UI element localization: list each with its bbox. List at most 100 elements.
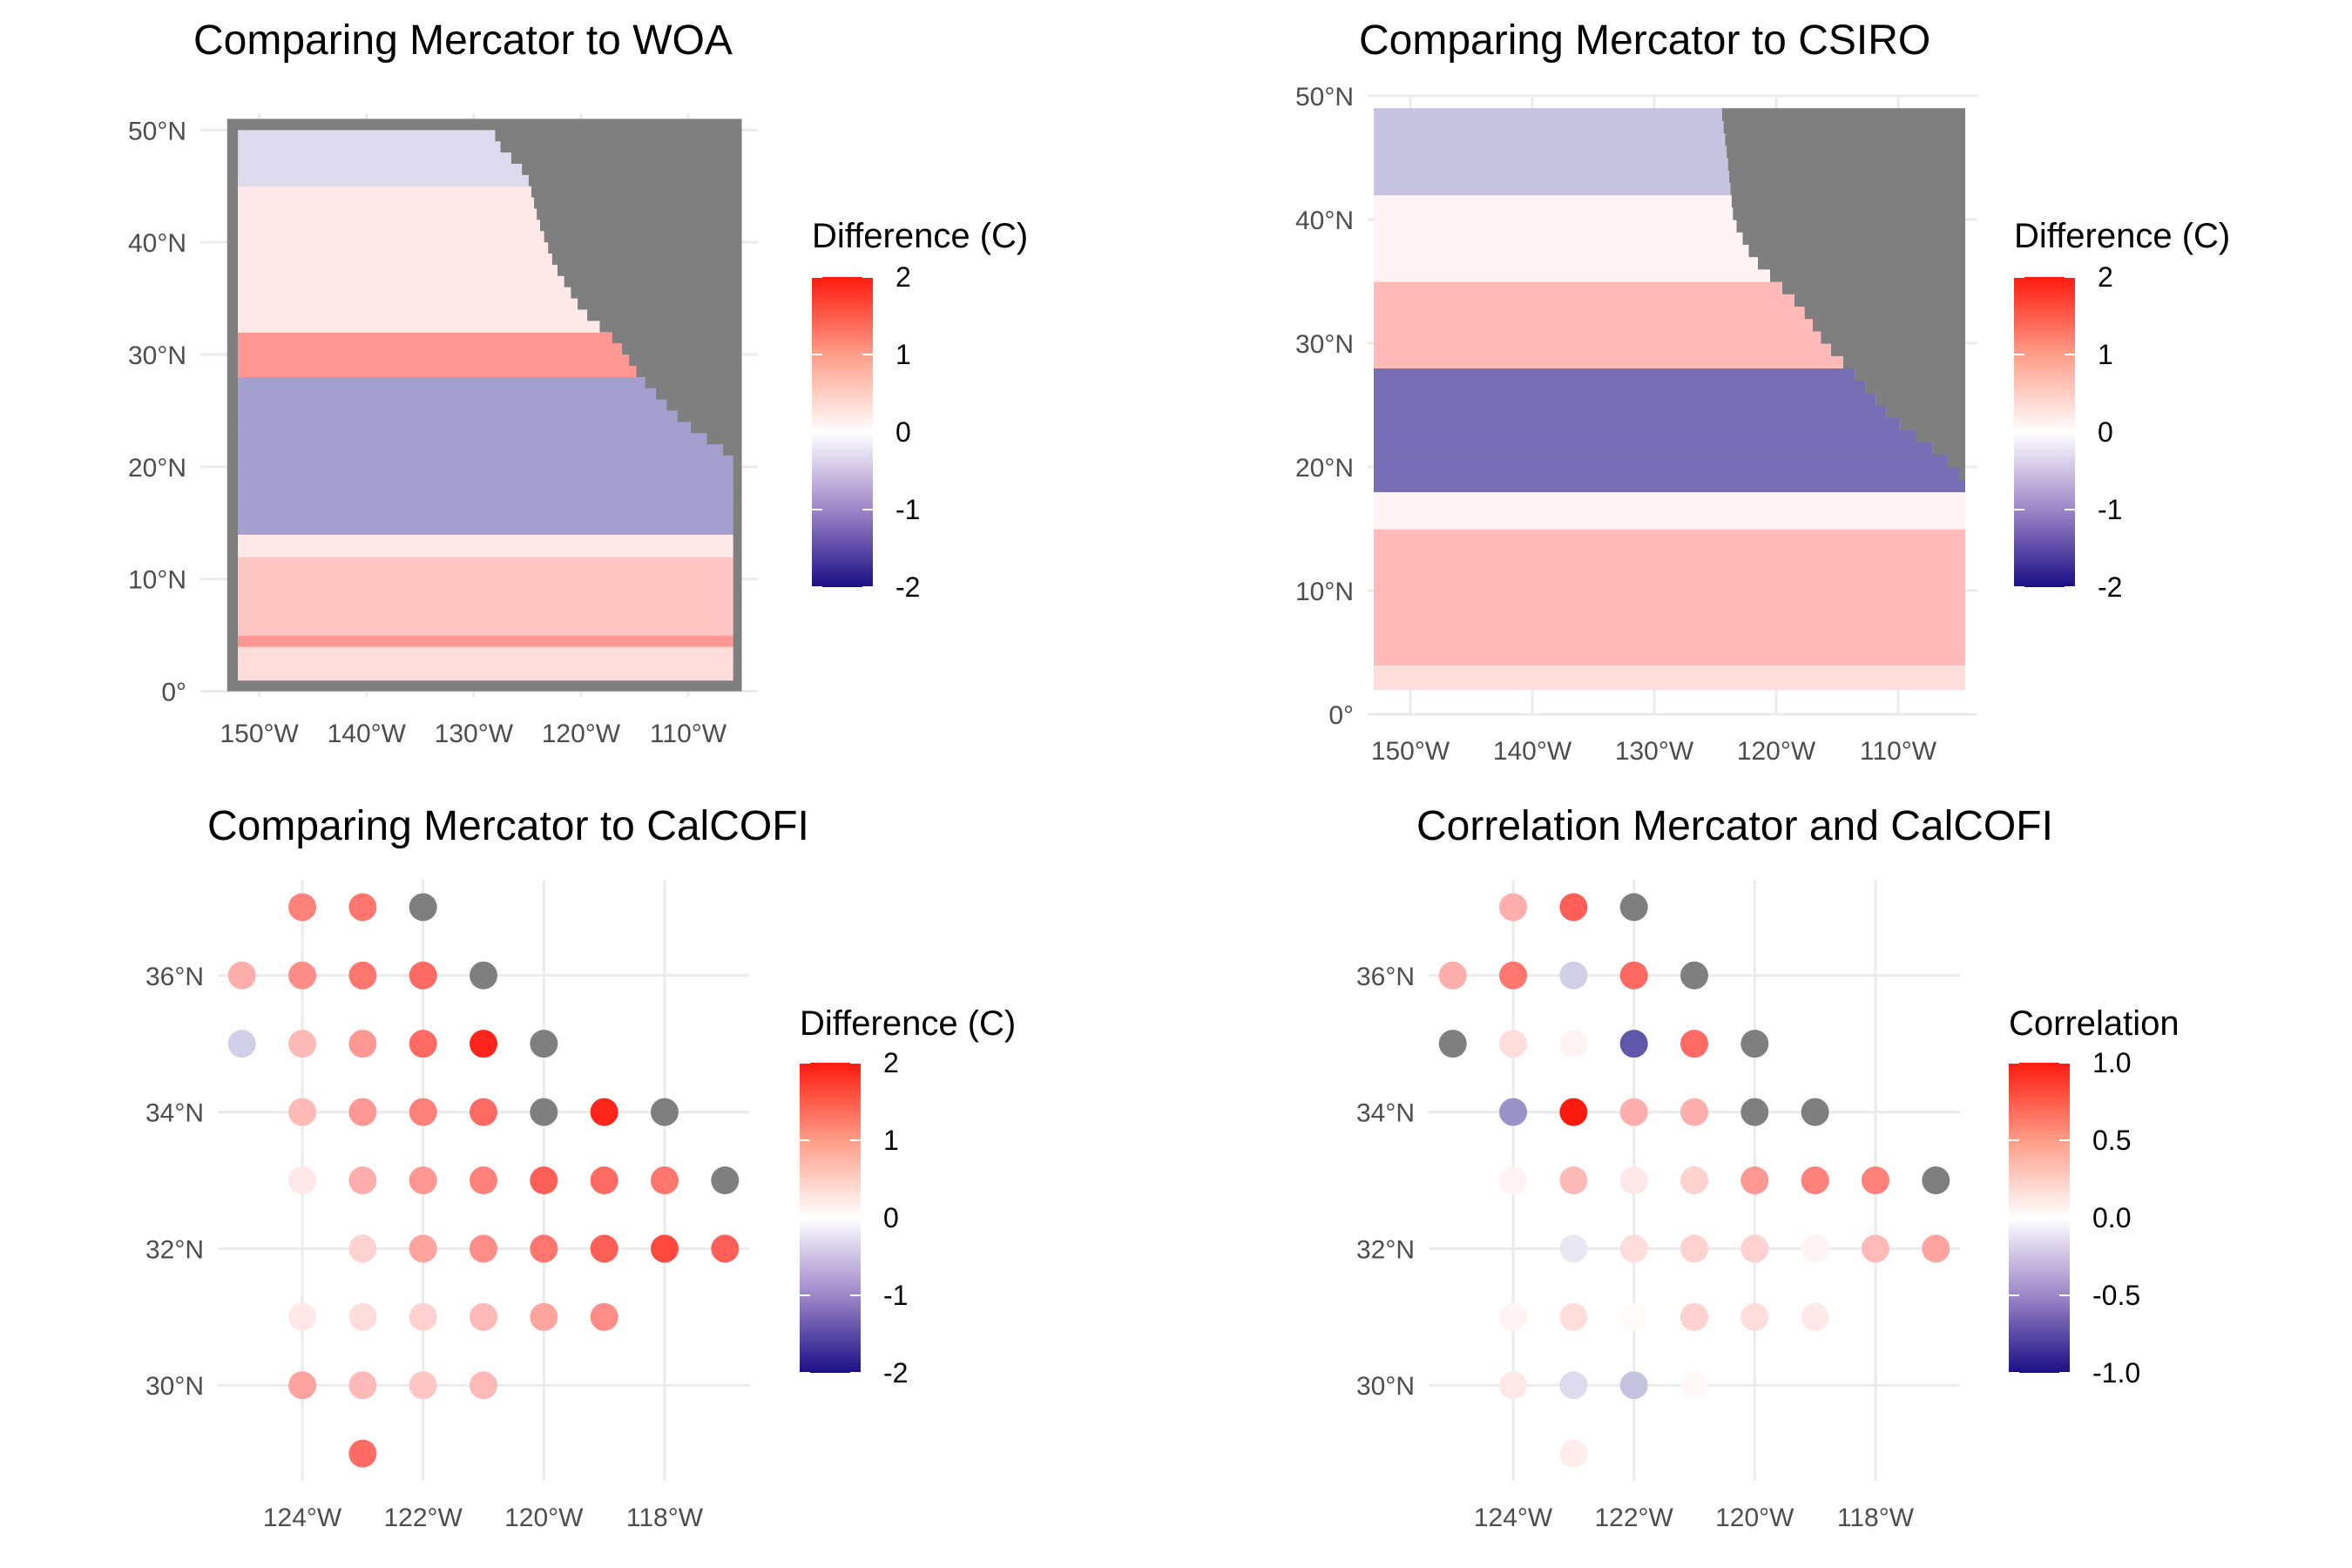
legend-tick-label: 0 <box>896 416 911 448</box>
station-point <box>530 1030 558 1058</box>
land-cell <box>1855 368 1965 382</box>
station-point <box>1559 961 1588 990</box>
station-point <box>1619 1371 1648 1400</box>
y-tick-label: 30°N <box>1295 330 1354 359</box>
land-cell <box>1932 442 1965 456</box>
heat-band <box>238 298 578 311</box>
heat-band <box>1374 639 1965 653</box>
y-tick-label: 40°N <box>128 229 186 258</box>
heat-band <box>238 163 523 176</box>
x-tick-labels: 124°W 122°W 120°W 118°W <box>1474 1504 1915 1532</box>
land-cell <box>1770 268 1965 282</box>
heat-band <box>1374 268 1770 282</box>
x-tick-label: 140°W <box>328 720 407 748</box>
station-point <box>409 893 437 922</box>
station-point <box>1801 1166 1829 1194</box>
panel-woa: Comparing Mercator to WOA 150°W 140°W 130°… <box>128 17 1028 748</box>
station-point <box>288 1098 317 1126</box>
station-point <box>409 961 437 990</box>
panel-title: Comparing Mercator to WOA <box>193 17 733 64</box>
land-cell <box>1900 417 1965 430</box>
legend-tick-label: -2 <box>896 571 920 603</box>
heat-band <box>238 197 535 210</box>
x-tick-label: 150°W <box>220 720 300 748</box>
station-point <box>1740 1098 1769 1126</box>
station-point <box>590 1302 618 1331</box>
heat-band <box>238 422 692 434</box>
legend-tick-label: 2 <box>883 1047 899 1078</box>
heat-band <box>238 231 544 243</box>
heat-band <box>1374 232 1743 245</box>
panel-title: Comparing Mercator to CSIRO <box>1359 17 1930 64</box>
station-point <box>348 1098 377 1126</box>
station-point <box>348 1166 377 1194</box>
land-cell <box>1727 158 1965 171</box>
station-point <box>348 1371 377 1400</box>
heat-band <box>238 242 549 254</box>
station-point <box>227 1030 256 1058</box>
heat-band <box>238 264 558 277</box>
legend-tick-label: 2 <box>2098 261 2113 293</box>
heat-band <box>1374 529 1965 542</box>
station-point <box>1499 893 1528 922</box>
station-point <box>470 1098 497 1126</box>
station-point <box>1559 1166 1588 1194</box>
station-point <box>711 1234 740 1263</box>
legend-tick-label: 0.0 <box>2092 1202 2131 1233</box>
station-point <box>1619 1166 1648 1194</box>
heat-band <box>1374 454 1947 468</box>
station-point <box>348 1234 377 1263</box>
station-point <box>348 893 377 922</box>
station-point <box>711 1166 740 1194</box>
panel-correlation: Correlation Mercator and CalCOFI 124°W 12… <box>1356 803 2180 1532</box>
station-point <box>288 1371 317 1400</box>
station-point <box>348 1302 377 1331</box>
heat-band <box>238 646 733 659</box>
station-point <box>1438 961 1467 990</box>
heat-band <box>238 355 630 367</box>
land-cell <box>1729 170 1965 183</box>
x-tick-labels: 150°W 140°W 130°W 120°W 110°W <box>220 720 727 748</box>
land-cell <box>1723 120 1965 134</box>
station-point <box>1559 1302 1588 1331</box>
heat-band <box>238 208 537 221</box>
legend-tick-label: 1 <box>2098 339 2113 370</box>
heat-band <box>1374 541 1965 554</box>
heat-band <box>1374 158 1728 171</box>
y-tick-label: 0° <box>1328 701 1354 730</box>
y-tick-labels: 0° 10°N 20°N 30°N 40°N 50°N <box>1295 83 1354 730</box>
heat-band <box>1374 343 1831 356</box>
station-point <box>1619 893 1648 922</box>
x-tick-label: 130°W <box>435 720 514 748</box>
heat-band <box>238 332 612 344</box>
heat-band <box>238 590 733 603</box>
heat-band <box>1374 355 1843 368</box>
heat-band <box>1374 256 1758 270</box>
station-point <box>1619 1302 1648 1331</box>
y-tick-label: 32°N <box>145 1235 204 1264</box>
x-tick-label: 120°W <box>542 720 621 748</box>
land-cell <box>1748 244 1965 258</box>
y-tick-label: 40°N <box>1295 206 1354 235</box>
heat-band <box>238 410 678 422</box>
station-point <box>348 961 377 990</box>
heat-band <box>238 321 600 333</box>
plot-marks <box>1438 893 1950 1468</box>
station-point <box>1499 1030 1528 1058</box>
land-cell <box>1725 132 1965 146</box>
legend: Difference (C) 2 1 0 -1 -2 <box>812 217 1028 603</box>
x-tick-label: 124°W <box>1474 1504 1553 1532</box>
land-cell <box>1782 281 1965 294</box>
heat-band <box>1374 108 1722 121</box>
heat-band <box>1374 665 1965 678</box>
y-tick-labels: 30°N 32°N 34°N 36°N <box>145 963 204 1401</box>
station-point <box>470 1234 497 1263</box>
x-tick-label: 124°W <box>263 1504 342 1532</box>
station-point <box>288 1030 317 1058</box>
heat-band <box>238 433 707 445</box>
y-tick-label: 32°N <box>1356 1235 1415 1264</box>
heat-band <box>1374 677 1965 691</box>
heat-band <box>238 534 733 546</box>
legend: Correlation 1.0 0.5 0.0 -0.5 -1.0 <box>2009 1004 2180 1389</box>
y-tick-label: 34°N <box>145 1099 204 1128</box>
